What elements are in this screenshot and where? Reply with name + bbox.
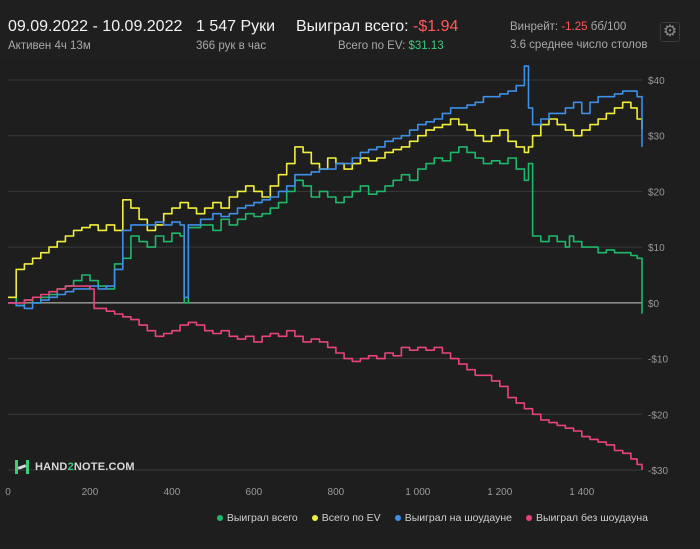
legend-item-won_total[interactable]: Выиграл всего [216, 510, 298, 526]
logo-prefix: HAND [35, 461, 68, 473]
ev-label: Всего по EV: [338, 40, 406, 52]
winrate: Винрейт: -1.25 бб/100 [510, 21, 626, 33]
y-tick-label: -$20 [648, 410, 668, 421]
y-tick-label: $20 [648, 187, 665, 198]
logo-text: HAND2NOTE.COM [35, 461, 135, 473]
logo-two: 2 [67, 461, 74, 473]
y-tick-label: -$30 [648, 466, 668, 477]
legend-dot-icon [526, 515, 532, 521]
legend-item-non_showdown[interactable]: Выиграл без шоудауна [526, 510, 648, 526]
hands-count: 1 547 Руки [196, 18, 276, 35]
legend-label: Всего по EV [321, 512, 381, 524]
x-tick-label: 400 [164, 487, 181, 498]
won-total: Выиграл всего: -$1.94 [296, 18, 458, 36]
active-time: Активен 4ч 13м [8, 40, 91, 52]
x-tick-labels: 0 200 400 600 800 1 000 1 200 1 400 [5, 487, 594, 498]
x-tick-label: 600 [246, 487, 263, 498]
x-tick-label: 1 200 [487, 487, 512, 498]
legend-item-ev[interactable]: Всего по EV [311, 510, 381, 526]
profit-chart: -$30 -$20 -$10 $0 $10 $20 $30 $40 0 200 400 600 800… [0, 60, 700, 544]
hand2note-logo-icon [14, 459, 30, 475]
y-tick-label: $10 [648, 243, 665, 254]
date-range: 09.09.2022 - 10.09.2022 [8, 18, 183, 35]
stats-header: 09.09.2022 - 10.09.2022 Активен 4ч 13м 1… [0, 0, 700, 60]
x-tick-label: 800 [328, 487, 345, 498]
legend-dot-icon [394, 515, 401, 521]
chart-area: -$30 -$20 -$10 $0 $10 $20 $30 $40 0 200 400 600 800… [0, 60, 700, 544]
series-line-non_showdown [8, 285, 643, 470]
won-total-label: Выиграл всего: [296, 18, 409, 35]
x-tick-label: 0 [5, 487, 11, 498]
legend-label: Выиграл без шоудауна [536, 512, 648, 524]
legend-item-showdown[interactable]: Выиграл на шоудауне [394, 510, 512, 526]
y-tick-label: $40 [648, 76, 665, 87]
y-tick-label: $0 [648, 299, 660, 310]
y-tick-labels: -$30 -$20 -$10 $0 $10 $20 $30 $40 [648, 76, 668, 477]
avg-tables: 3.6 среднее число столов [510, 39, 648, 51]
legend-dot-icon [311, 515, 318, 521]
ev-value: $31.13 [408, 40, 444, 52]
x-tick-label: 1 000 [405, 487, 430, 498]
winrate-unit: бб/100 [590, 21, 627, 33]
x-tick-label: 1 400 [569, 487, 594, 498]
gear-icon[interactable]: ⚙ [660, 22, 680, 42]
winrate-label: Винрейт: [510, 21, 559, 33]
ev-total: Всего по EV: $31.13 [338, 40, 444, 52]
y-tick-label: -$10 [648, 355, 668, 366]
hand2note-logo: HAND2NOTE.COM [14, 458, 135, 476]
winrate-value: -1.25 [561, 21, 588, 33]
hands-per-hour: 366 рук в час [196, 40, 267, 52]
legend-label: Выиграл всего [226, 512, 298, 524]
series-lines [8, 65, 643, 470]
series-line-showdown [8, 65, 643, 310]
legend-dot-icon [216, 515, 223, 521]
series-line-ev [8, 101, 643, 299]
won-total-value: -$1.94 [413, 18, 459, 35]
legend-label: Выиграл на шоудауне [404, 512, 512, 524]
chart-legend: Выиграл всего Всего по EV Выиграл на шоуда… [216, 510, 648, 526]
series-line-won_total [8, 146, 643, 314]
logo-suffix: NOTE.COM [73, 461, 135, 473]
x-tick-label: 200 [82, 487, 99, 498]
y-tick-label: $30 [648, 132, 665, 143]
